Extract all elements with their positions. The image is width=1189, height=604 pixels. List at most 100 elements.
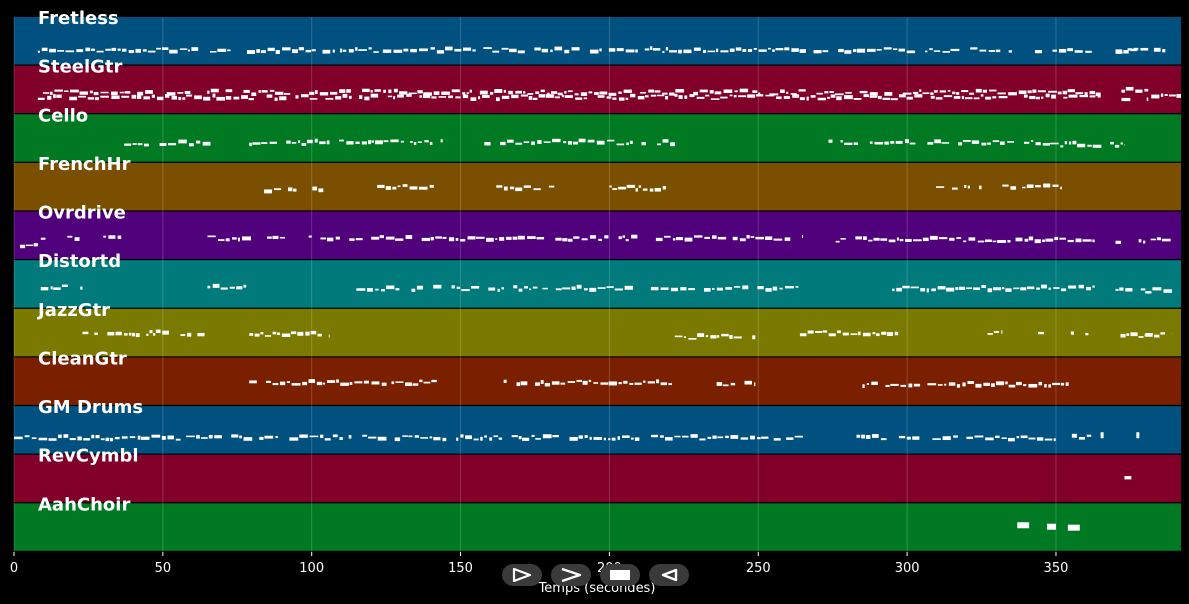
note-mark (703, 287, 711, 292)
note-mark (779, 89, 785, 93)
note-mark (1007, 239, 1011, 243)
note-mark (1067, 89, 1075, 93)
note-mark (898, 435, 906, 439)
note-mark (1042, 143, 1051, 146)
note-mark (790, 93, 797, 95)
note-mark (79, 91, 88, 95)
note-mark (430, 47, 435, 50)
note-mark (612, 97, 617, 100)
note-mark (584, 435, 588, 439)
note-mark (757, 437, 761, 440)
note-mark (298, 140, 301, 143)
note-mark (1005, 288, 1012, 292)
note-mark (501, 95, 510, 99)
note-mark (1059, 237, 1066, 240)
note-mark (320, 434, 324, 439)
note-mark (603, 437, 606, 441)
note-mark (161, 435, 166, 440)
note-mark (1160, 332, 1166, 335)
note-mark (91, 434, 95, 439)
note-mark (1068, 285, 1077, 289)
note-mark (95, 435, 100, 439)
note-mark (243, 437, 253, 441)
note-mark (574, 93, 579, 96)
rewind-button[interactable] (649, 564, 689, 586)
note-mark (1065, 382, 1069, 386)
note-mark (941, 142, 950, 144)
note-mark (423, 92, 432, 96)
note-mark (1020, 287, 1027, 291)
note-mark (995, 381, 1005, 386)
note-mark (624, 285, 634, 290)
note-mark (1145, 332, 1153, 337)
note-mark (649, 188, 654, 192)
note-mark (326, 380, 336, 383)
note-mark (981, 285, 987, 288)
note-mark (479, 90, 488, 95)
note-mark (149, 330, 153, 334)
note-mark (993, 287, 1002, 291)
note-mark (1035, 142, 1041, 146)
note-mark (375, 288, 379, 291)
note-mark (399, 91, 408, 95)
note-mark (573, 141, 578, 145)
note-mark (721, 333, 729, 337)
note-mark (537, 140, 542, 144)
note-mark (385, 236, 395, 240)
note-mark (503, 379, 507, 383)
note-mark (229, 286, 235, 289)
note-mark (967, 381, 974, 384)
play-button[interactable] (502, 564, 542, 586)
note-mark (1124, 476, 1132, 480)
note-mark (589, 49, 599, 54)
note-mark (1005, 381, 1008, 385)
note-mark (657, 94, 665, 97)
note-mark (890, 140, 895, 144)
note-mark (608, 381, 617, 386)
note-mark (316, 381, 323, 386)
note-mark (1060, 382, 1065, 386)
note-mark (111, 95, 120, 100)
note-mark (729, 334, 733, 339)
note-mark (1120, 333, 1126, 338)
note-mark (269, 89, 275, 92)
note-mark (317, 333, 322, 337)
forward-button[interactable] (551, 564, 591, 586)
note-mark (362, 434, 368, 437)
note-mark (499, 237, 505, 241)
note-mark (930, 92, 934, 95)
note-mark (187, 49, 190, 52)
note-mark (969, 92, 974, 95)
note-mark (733, 336, 742, 339)
note-mark (1054, 236, 1059, 241)
note-mark (100, 95, 109, 98)
note-mark (217, 48, 227, 52)
note-mark (433, 91, 440, 95)
note-mark (462, 92, 466, 95)
track-labels-layer: Fretless SteelGtr Cello FrenchHr Ovrdrive Dis… (36, 8, 143, 515)
note-mark (330, 91, 338, 95)
note-mark (83, 438, 91, 441)
note-mark (33, 243, 38, 247)
note-mark (765, 94, 775, 97)
note-mark (1008, 92, 1017, 96)
note-mark (392, 186, 397, 190)
note-mark (950, 48, 960, 52)
note-mark (985, 96, 992, 100)
note-mark (212, 93, 216, 98)
note-mark (100, 91, 109, 94)
note-mark (122, 48, 127, 52)
note-mark (754, 382, 756, 387)
note-mark (515, 142, 523, 145)
note-mark (604, 235, 609, 239)
note-mark (608, 438, 611, 441)
note-mark (716, 48, 719, 53)
stop-button[interactable] (600, 564, 640, 586)
note-mark (123, 333, 128, 336)
note-mark (625, 239, 629, 242)
note-mark (336, 379, 339, 383)
note-mark (440, 139, 443, 143)
note-mark (555, 96, 560, 99)
note-mark (110, 437, 114, 442)
note-mark (985, 239, 992, 243)
